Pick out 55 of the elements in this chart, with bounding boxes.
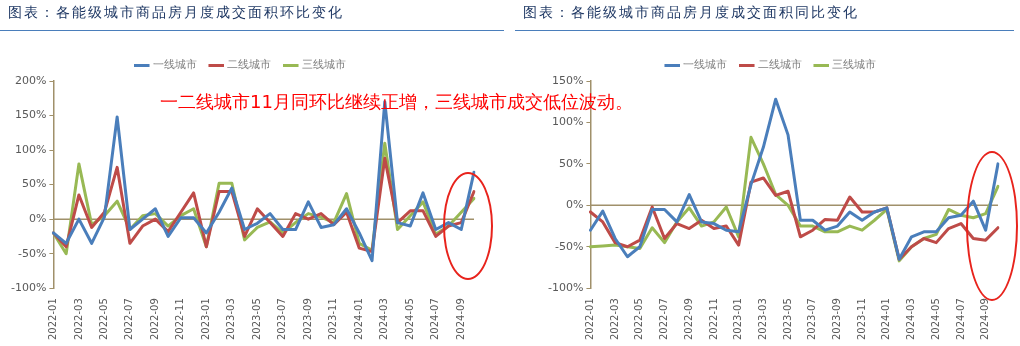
x-tick-label: 2023-01: [199, 298, 211, 341]
legend-label: 一线城市: [683, 58, 728, 72]
x-tick-label: 2024-01: [352, 298, 364, 341]
x-tick-label: 2022-05: [633, 298, 645, 341]
legend-label: 二线城市: [757, 58, 802, 72]
x-tick-label: 2023-03: [756, 298, 768, 341]
x-tick-label: 2024-05: [929, 298, 941, 341]
x-tick-label: 2023-09: [301, 298, 313, 341]
x-tick-label: 2024-09: [979, 298, 991, 341]
x-tick-label: 2022-05: [97, 298, 109, 341]
chart-title: 图表：各能级城市商品房月度成交面积同比变化: [523, 4, 859, 22]
x-tick-label: 2022-03: [72, 298, 84, 341]
y-tick-label: 150%: [14, 108, 47, 122]
y-tick-label: -50%: [18, 246, 47, 260]
x-tick-label: 2024-07: [429, 298, 441, 341]
chart-title: 图表：各能级城市商品房月度成交面积环比变化: [8, 4, 344, 22]
y-tick-label: 200%: [14, 73, 47, 87]
x-tick-label: 2024-01: [880, 298, 892, 341]
x-tick-label: 2022-07: [658, 298, 670, 341]
legend-label: 三线城市: [301, 58, 346, 72]
x-tick-label: 2022-09: [148, 298, 160, 341]
x-tick-label: 2024-07: [954, 298, 966, 341]
legend-label: 三线城市: [832, 58, 877, 72]
x-tick-label: 2023-01: [732, 298, 744, 341]
y-tick-label: 50%: [21, 177, 47, 191]
y-tick-label: -100%: [548, 281, 584, 295]
x-tick-label: 2022-03: [608, 298, 620, 341]
y-tick-label: 50%: [558, 156, 584, 170]
y-tick-label: 0%: [565, 198, 584, 212]
x-tick-label: 2023-07: [276, 298, 288, 341]
x-tick-label: 2022-11: [174, 298, 186, 341]
y-tick-label: 150%: [551, 73, 584, 87]
x-tick-label: 2023-05: [250, 298, 262, 341]
x-tick-label: 2024-03: [378, 298, 390, 341]
x-tick-label: 2022-01: [584, 298, 596, 341]
x-tick-label: 2023-03: [225, 298, 237, 341]
x-tick-label: 2022-11: [707, 298, 719, 341]
x-tick-label: 2022-01: [47, 298, 59, 341]
x-tick-label: 2023-05: [781, 298, 793, 341]
x-tick-label: 2022-09: [682, 298, 694, 341]
legend-label: 二线城市: [227, 58, 272, 72]
x-tick-label: 2024-09: [454, 298, 466, 341]
x-tick-label: 2023-11: [327, 298, 339, 341]
x-tick-label: 2023-11: [855, 298, 867, 341]
x-tick-label: 2024-03: [905, 298, 917, 341]
x-tick-label: 2023-09: [831, 298, 843, 341]
x-tick-label: 2024-05: [403, 298, 415, 341]
x-tick-label: 2022-07: [123, 298, 135, 341]
y-tick-label: -50%: [555, 239, 584, 253]
y-tick-label: -100%: [11, 281, 47, 295]
y-tick-label: 100%: [14, 142, 47, 156]
y-tick-label: 100%: [551, 115, 584, 129]
legend-label: 一线城市: [152, 58, 197, 72]
y-tick-label: 0%: [28, 212, 47, 225]
x-tick-label: 2023-07: [806, 298, 818, 341]
